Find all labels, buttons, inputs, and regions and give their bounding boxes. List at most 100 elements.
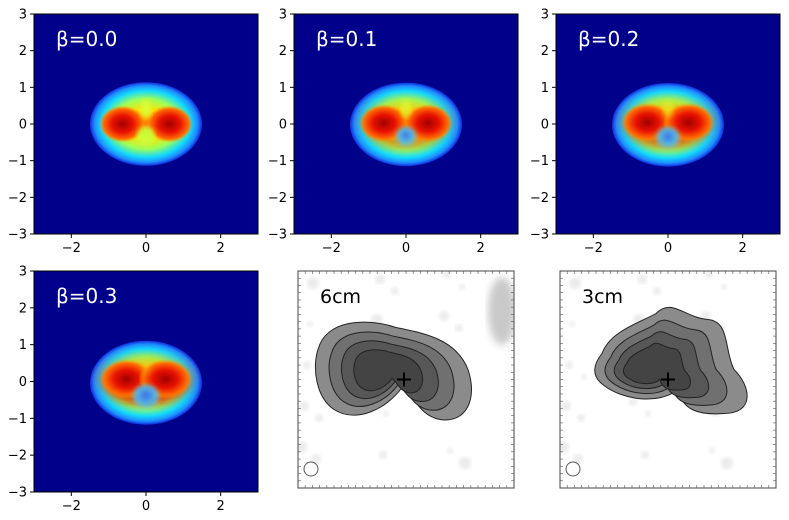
x-tick-label: −2: [322, 241, 341, 256]
y-tick-label: 0: [279, 118, 287, 133]
noise-speckle: [637, 274, 647, 284]
noise-speckle: [315, 414, 323, 422]
y-tick-label: 0: [19, 375, 27, 390]
panel-model-3: −2 0 2 3 2 1 0 −1 −2 −3 β=0.2: [530, 8, 781, 256]
source-inner-contour: [353, 349, 423, 394]
noise-speckle: [299, 401, 309, 411]
upper-dip: [140, 99, 152, 118]
upper-dip: [140, 356, 152, 376]
noise-speckle: [391, 287, 399, 295]
y-tick-label: −2: [8, 191, 27, 206]
source-inner-contour: [622, 342, 691, 391]
panel-model-4: −2 0 2 3 2 1 0 −1 −2 −3 β=0.3: [8, 265, 259, 514]
beta-label: β=0.2: [578, 27, 639, 51]
lower-dip: [395, 126, 417, 149]
panel-observation-3cm: 3cm: [559, 270, 777, 489]
panel-model-2: −2 0 2 3 2 1 0 −1 −2 −3 β=0.1: [268, 8, 519, 256]
noise-speckle: [439, 311, 449, 321]
noise-speckle: [455, 324, 463, 332]
y-tick-label: 1: [19, 81, 27, 96]
noise-speckle: [560, 441, 569, 453]
y-tick-label: 1: [541, 81, 549, 96]
y-tick-label: −1: [530, 154, 549, 169]
lower-dip: [137, 126, 155, 146]
band-label: 6cm: [320, 286, 361, 308]
noise-speckle: [298, 441, 307, 453]
x-tick-label: 0: [142, 499, 150, 514]
panel-observation-6cm: 6cm: [297, 270, 515, 489]
noise-speckle: [573, 454, 583, 464]
upper-dip: [662, 99, 674, 118]
band-label: 3cm: [582, 286, 623, 308]
noise-speckle: [577, 414, 585, 422]
y-tick-label: −1: [8, 154, 27, 169]
noise-speckle: [560, 271, 563, 274]
noise-speckle: [709, 448, 715, 454]
noise-speckle: [581, 374, 587, 380]
noise-speckle: [447, 448, 453, 454]
x-tick-label: 2: [217, 499, 225, 514]
noise-speckle: [721, 284, 727, 290]
y-tick-label: −1: [268, 154, 287, 169]
y-tick-label: 3: [19, 265, 27, 280]
hot-lobe: [146, 105, 194, 143]
beam-circle: [303, 461, 319, 477]
noise-speckle: [443, 271, 451, 279]
upper-dip: [400, 99, 412, 118]
y-tick-label: −2: [8, 449, 27, 464]
x-tick-label: 0: [402, 241, 410, 256]
y-tick-label: 1: [19, 338, 27, 353]
edge-emission: [488, 277, 514, 345]
beam-circle: [565, 461, 581, 477]
y-tick-label: 2: [279, 44, 287, 59]
noise-speckle: [561, 401, 571, 411]
hot-lobe: [98, 105, 146, 143]
x-tick-label: 2: [739, 241, 747, 256]
noise-speckle: [721, 457, 733, 469]
x-tick-label: −2: [584, 241, 603, 256]
noise-speckle: [298, 271, 301, 274]
hot-lobe: [359, 104, 409, 143]
y-tick-label: 2: [19, 44, 27, 59]
beta-label: β=0.1: [316, 27, 377, 51]
noise-speckle: [653, 287, 661, 295]
noise-speckle: [569, 277, 581, 289]
noise-speckle: [569, 321, 575, 327]
noise-speckle: [645, 411, 651, 417]
y-tick-label: 3: [541, 8, 549, 23]
noise-speckle: [641, 451, 649, 459]
noise-speckle: [459, 457, 471, 469]
hot-lobe: [403, 104, 453, 143]
noise-speckle: [379, 451, 387, 459]
x-tick-label: 2: [477, 241, 485, 256]
x-tick-label: 0: [664, 241, 672, 256]
noise-speckle: [459, 284, 465, 290]
noise-speckle: [383, 411, 389, 417]
beta-label: β=0.0: [56, 27, 117, 51]
noise-speckle: [629, 398, 637, 406]
x-tick-label: 0: [142, 241, 150, 256]
noise-speckle: [307, 321, 313, 327]
x-tick-label: 2: [217, 241, 225, 256]
noise-speckle: [375, 274, 385, 284]
y-tick-label: 0: [19, 118, 27, 133]
noise-speckle: [303, 361, 311, 369]
y-tick-label: −1: [8, 412, 27, 427]
y-tick-label: −3: [530, 228, 549, 243]
noise-speckle: [705, 271, 713, 279]
lower-dip: [132, 384, 160, 411]
beta-label: β=0.3: [56, 284, 117, 308]
x-tick-label: −2: [62, 241, 81, 256]
y-tick-label: −3: [268, 228, 287, 243]
panel-model-1: −2 0 2 3 2 1 0 −1 −2 −3 β=0.0: [8, 8, 259, 256]
y-tick-label: −3: [8, 486, 27, 501]
y-tick-label: 1: [279, 81, 287, 96]
lower-dip: [655, 127, 681, 151]
noise-speckle: [565, 361, 573, 369]
y-tick-label: 3: [279, 8, 287, 23]
x-tick-label: −2: [62, 499, 81, 514]
y-tick-label: −2: [530, 191, 549, 206]
y-tick-label: 3: [19, 8, 27, 23]
y-tick-label: 2: [541, 44, 549, 59]
